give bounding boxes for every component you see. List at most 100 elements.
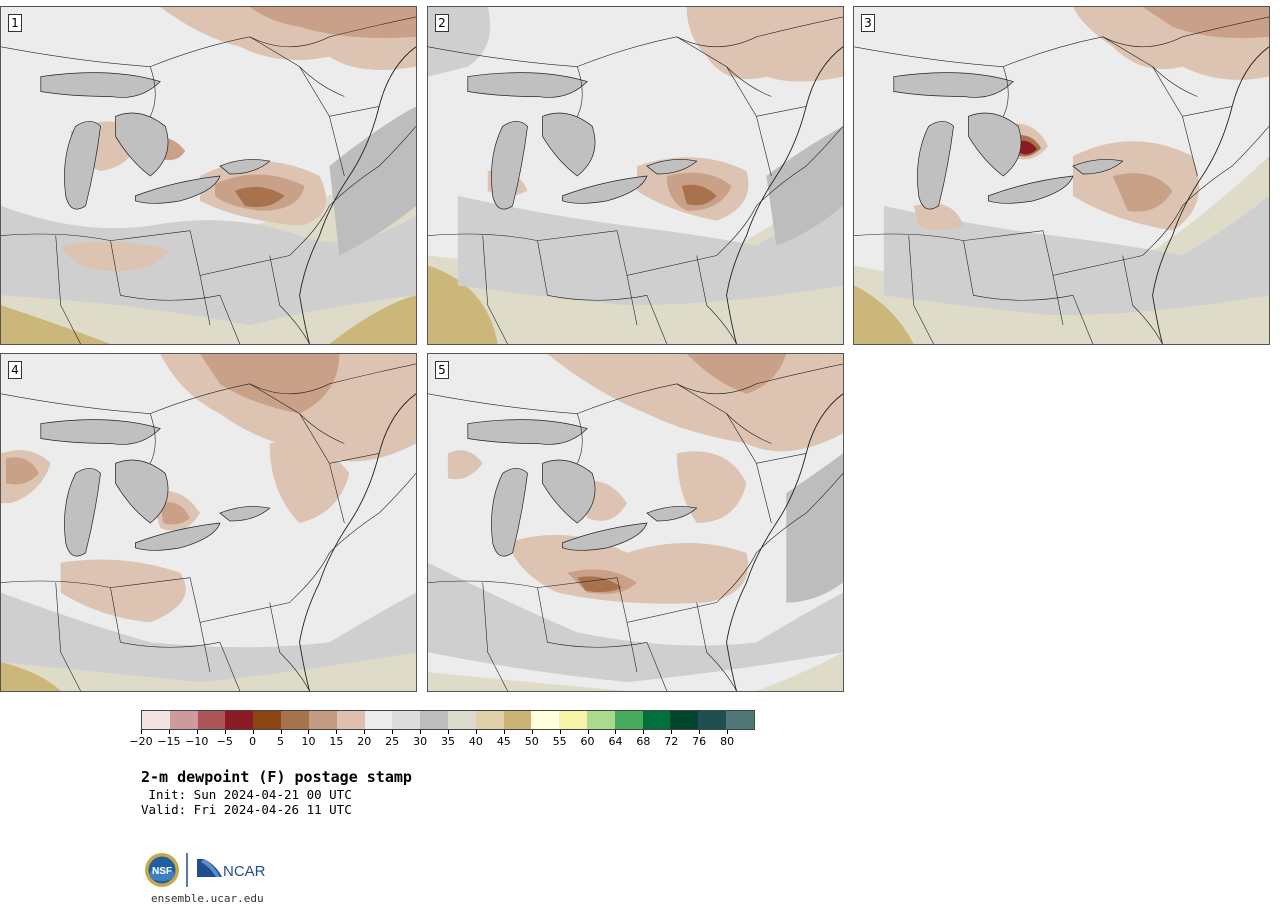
colorbar-tick-label: 20 <box>357 735 372 748</box>
colorbar-tick <box>224 730 226 734</box>
ncar-logo-text: NCAR <box>223 863 266 880</box>
colorbar-tick <box>252 730 254 734</box>
nsf-logo-text: NSF <box>152 866 172 877</box>
colorbar-tick-label: 30 <box>413 735 428 748</box>
colorbar-tick <box>308 730 310 734</box>
colorbar-swatch <box>531 711 560 729</box>
colorbar-tick <box>727 730 729 734</box>
colorbar-tick <box>336 730 338 734</box>
ensemble-member-panel-4: 4 <box>0 353 417 692</box>
colorbar-tick <box>615 730 617 734</box>
ensemble-member-panel-5: 5 <box>427 353 844 692</box>
ensemble-member-panel-3: 3 <box>853 6 1270 345</box>
great-lakes <box>893 72 1124 210</box>
colorbar-tick-label: 68 <box>636 735 651 748</box>
colorbar-swatch <box>281 711 309 729</box>
colorbar-tick <box>168 730 170 734</box>
colorbar-swatch <box>364 711 393 729</box>
dewpoint-map-1 <box>1 7 416 344</box>
great-lakes <box>467 72 698 210</box>
colorbar-swatch <box>253 711 282 729</box>
colorbar-tick <box>196 730 198 734</box>
colorbar-tick-label: 15 <box>329 735 344 748</box>
colorbar-tick-label: 40 <box>468 735 483 748</box>
colorbar-tick <box>141 730 142 734</box>
great-lakes <box>467 419 698 557</box>
colorbar-tick <box>643 730 645 734</box>
colorbar-swatch <box>503 711 532 729</box>
colorbar-swatch <box>308 711 337 729</box>
colorbar-tick <box>503 730 505 734</box>
init-time: Init: Sun 2024-04-21 00 UTC <box>141 787 352 802</box>
colorbar-swatch <box>726 711 754 729</box>
colorbar-tick-label: 45 <box>496 735 511 748</box>
panel-number-label: 5 <box>435 361 449 379</box>
dewpoint-shading <box>1 354 416 691</box>
colorbar-swatch <box>642 711 671 729</box>
colorbar-tick <box>671 730 673 734</box>
colorbar-tick <box>587 730 589 734</box>
colorbar-tick-label: −20 <box>129 735 153 748</box>
colorbar-tick-label: 55 <box>552 735 567 748</box>
ncar-logo: NCAR <box>197 859 266 880</box>
dewpoint-map-5 <box>428 354 843 691</box>
colorbar-tick-label: 50 <box>524 735 539 748</box>
state-boundaries <box>1 16 416 344</box>
colorbar-swatch <box>670 711 699 729</box>
colorbar-tick-label: 35 <box>441 735 455 748</box>
colorbar-swatch <box>336 711 365 729</box>
colorbar-swatch <box>392 711 421 729</box>
colorbar-tick-label: 25 <box>385 735 400 748</box>
colorbar-tick-label: −10 <box>185 735 209 748</box>
colorbar-tick-label: 5 <box>277 735 285 748</box>
dewpoint-map-3 <box>854 7 1269 344</box>
colorbar-tick-label: 10 <box>301 735 316 748</box>
colorbar-swatch <box>614 711 643 729</box>
panel-number-label: 1 <box>8 14 22 32</box>
colorbar-tick <box>420 730 422 734</box>
colorbar-tick <box>531 730 533 734</box>
coastline <box>726 46 843 344</box>
colorbar-tick-labels: −20 −15 −10 −5 0 5 10 15 20 25 30 35 40 45 50 55 60 64 68 7… <box>129 730 755 750</box>
colorbar-tick-label: 72 <box>664 735 679 748</box>
nsf-logo: NSF <box>145 853 179 887</box>
colorbar-tick <box>699 730 701 734</box>
colorbar-swatch <box>559 711 587 729</box>
colorbar-tick <box>364 730 366 734</box>
colorbar-tick-label: 64 <box>608 735 623 748</box>
colorbar-tick-label: 80 <box>720 735 735 748</box>
colorbar-swatch <box>197 711 226 729</box>
colorbar-swatch <box>225 711 254 729</box>
colorbar-tick <box>392 730 394 734</box>
colorbar-tick-label: 0 <box>249 735 257 748</box>
colorbar-tick <box>559 730 561 734</box>
colorbar-tick-label: −5 <box>216 735 233 748</box>
colorbar-tick-label: −15 <box>157 735 181 748</box>
state-boundaries <box>854 16 1269 344</box>
panel-number-label: 4 <box>8 361 22 379</box>
colorbar-tick <box>280 730 282 734</box>
coastline <box>726 393 843 691</box>
coastline <box>1152 46 1269 344</box>
colorbar-swatch <box>698 711 727 729</box>
site-url: ensemble.ucar.edu <box>151 892 264 905</box>
colorbar-tick <box>448 730 449 734</box>
colorbar-swatch <box>169 711 198 729</box>
valid-time: Valid: Fri 2024-04-26 11 UTC <box>141 802 352 817</box>
great-lakes <box>40 419 271 557</box>
figure-title: 2-m dewpoint (F) postage stamp <box>141 768 412 786</box>
ensemble-member-panel-1: 1 <box>0 6 417 345</box>
coastline <box>299 393 416 691</box>
colorbar-tick-label: 60 <box>580 735 595 748</box>
state-boundaries <box>1 363 416 691</box>
great-lakes <box>40 72 271 210</box>
panel-number-label: 2 <box>435 14 449 32</box>
state-boundaries <box>428 16 843 344</box>
dewpoint-colorbar <box>141 710 755 730</box>
colorbar-tick-label: 76 <box>692 735 707 748</box>
colorbar-swatch <box>142 711 170 729</box>
ensemble-member-panel-2: 2 <box>427 6 844 345</box>
nsf-ncar-logos: NSF NCAR <box>144 850 276 890</box>
colorbar-tick <box>475 730 477 734</box>
dewpoint-map-2 <box>428 7 843 344</box>
